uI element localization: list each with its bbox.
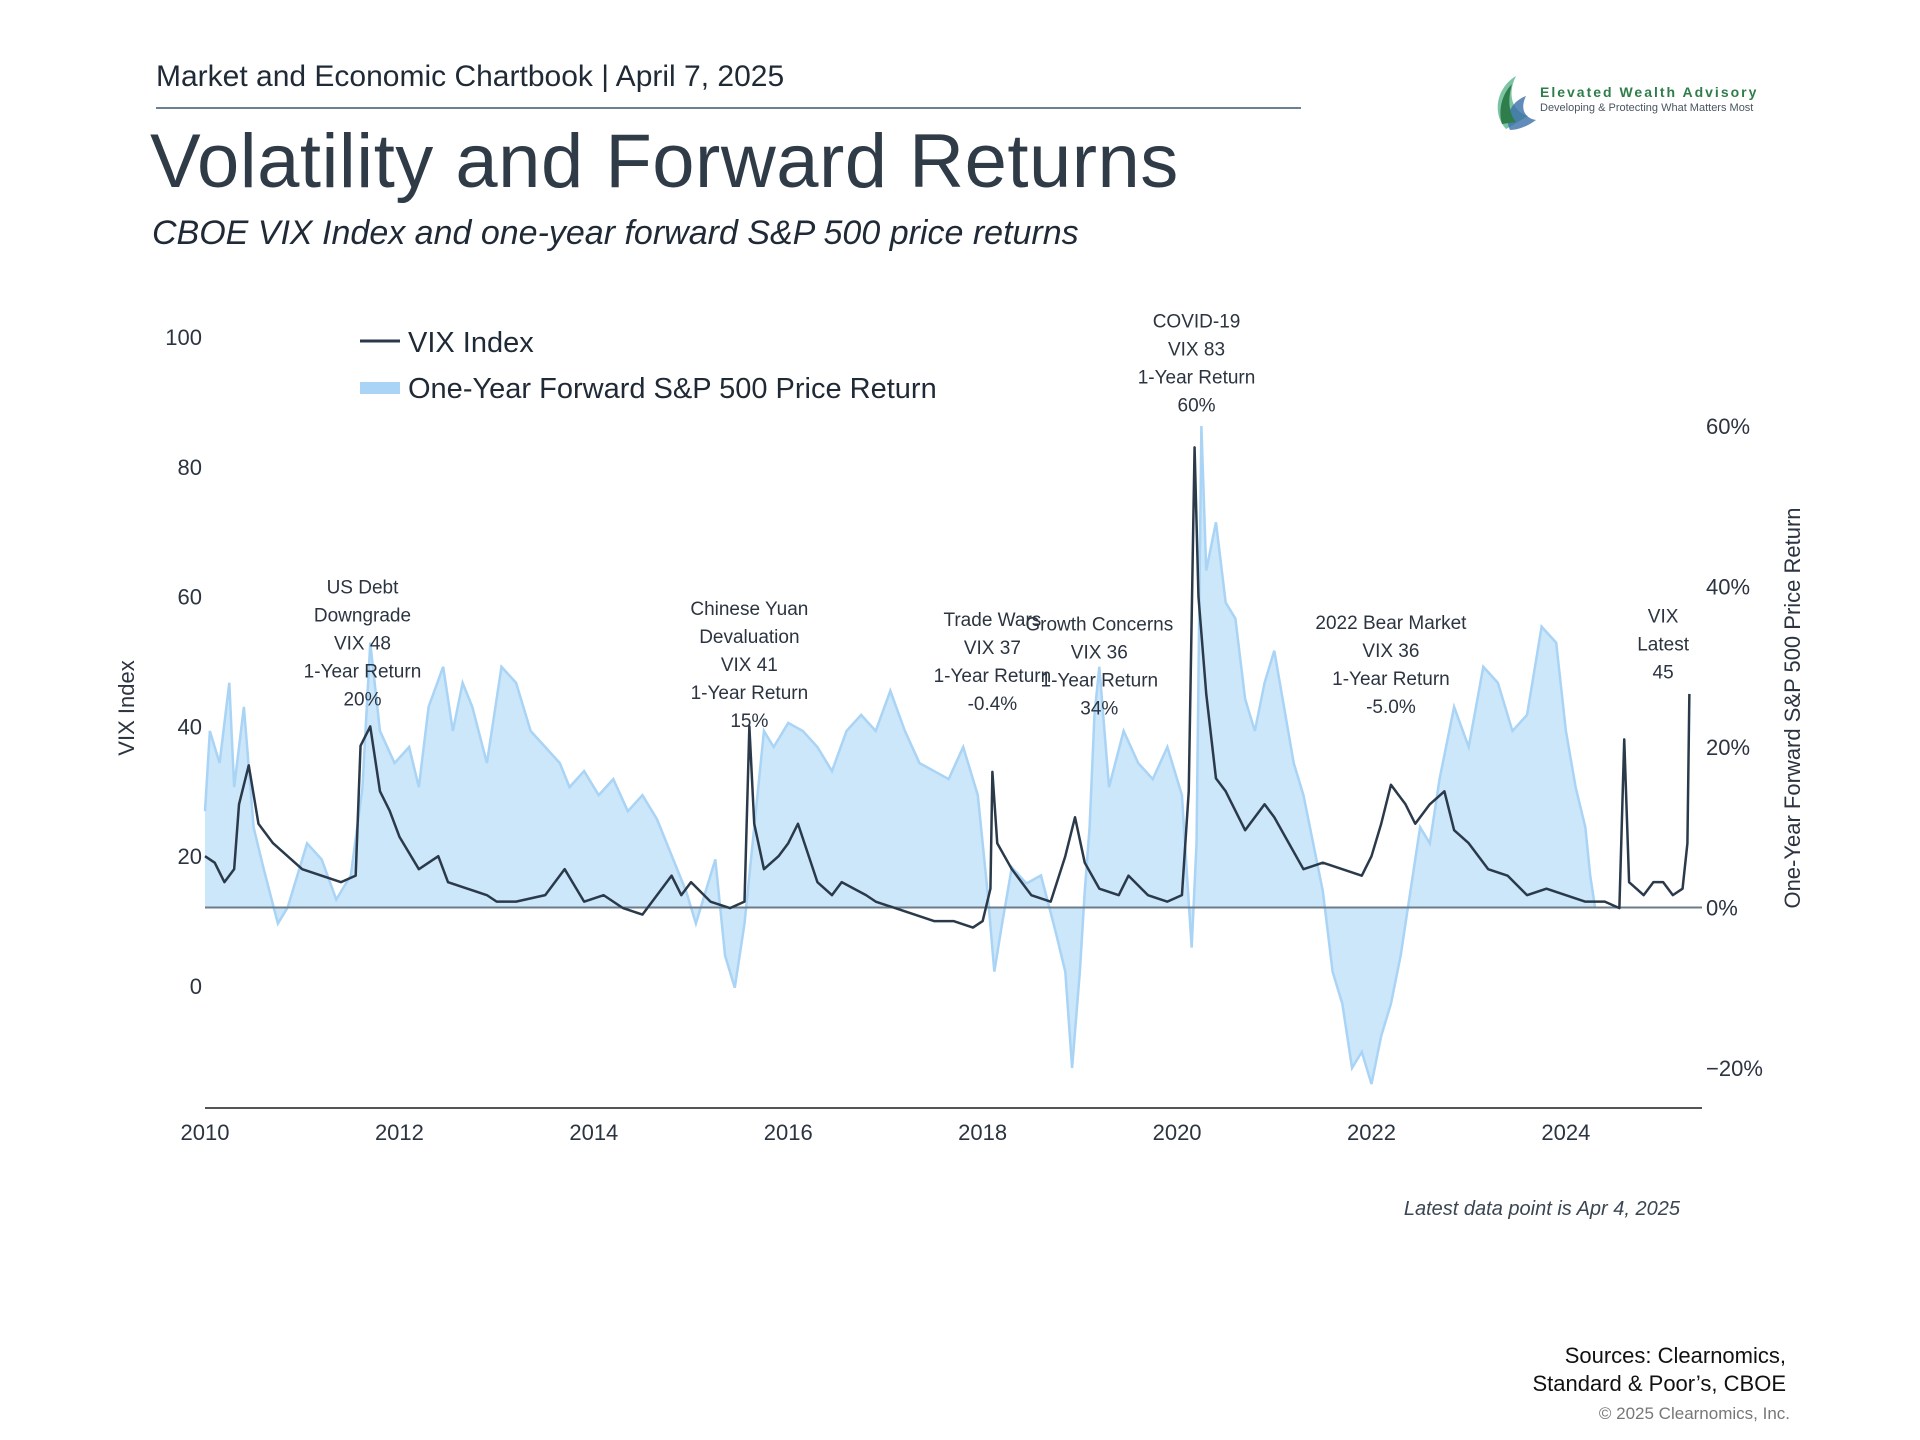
- return-line: [203, 425, 1597, 1085]
- legend-return-swatch: [360, 382, 400, 394]
- legend-return-label: One-Year Forward S&P 500 Price Return: [408, 373, 937, 405]
- x-tick-label: 2020: [1153, 1120, 1202, 1145]
- annotation-line: 1-Year Return: [304, 661, 422, 682]
- annotation-line: Chinese Yuan: [690, 599, 808, 620]
- y-tick-label: 40: [178, 714, 202, 739]
- legend-vix-label: VIX Index: [408, 327, 534, 359]
- page-subtitle: CBOE VIX Index and one-year forward S&P …: [152, 214, 1079, 252]
- sources-line-2: Standard & Poor’s, CBOE: [1532, 1371, 1786, 1396]
- annotation-line: 20%: [343, 689, 381, 710]
- annotation-line: Devaluation: [699, 627, 799, 648]
- y-tick-label: 0: [190, 974, 202, 999]
- annotation-line: 1-Year Return: [1332, 669, 1450, 690]
- chartbook-header: Market and Economic Chartbook | April 7,…: [156, 60, 785, 93]
- annotation-line: 60%: [1178, 395, 1216, 416]
- x-tick-label: 2010: [181, 1120, 230, 1145]
- y-right-tick-label: 40%: [1706, 575, 1750, 600]
- vix-line: [204, 446, 1691, 929]
- annotation-line: VIX 41: [721, 655, 778, 676]
- annotation-line: VIX 37: [964, 638, 1021, 659]
- annotation-line: 1-Year Return: [934, 666, 1052, 687]
- y-tick-label: 80: [178, 455, 202, 480]
- annotation-line: 1-Year Return: [691, 683, 809, 704]
- logo-leaf-icon: [1497, 76, 1536, 130]
- annotation-line: 1-Year Return: [1041, 670, 1159, 691]
- y-tick-label: 100: [165, 325, 202, 350]
- latest-data-note: Latest data point is Apr 4, 2025: [1403, 1198, 1680, 1220]
- y-right-tick-label: 0%: [1706, 896, 1738, 921]
- annotation-line: 15%: [730, 711, 768, 732]
- annotation-line: 34%: [1080, 698, 1118, 719]
- annotation-line: Latest: [1637, 635, 1689, 656]
- y-right-tick-label: −20%: [1706, 1056, 1763, 1081]
- return-area: [205, 426, 1596, 1085]
- y-tick-label: 60: [178, 585, 202, 610]
- annotation-line: Trade Wars: [943, 610, 1041, 631]
- annotation-line: Downgrade: [314, 605, 411, 626]
- page-title: Volatility and Forward Returns: [150, 119, 1179, 204]
- annotation-line: VIX: [1648, 607, 1679, 628]
- sources: Sources: Clearnomics, Standard & Poor’s,…: [1532, 1342, 1786, 1398]
- annotation-line: COVID-19: [1153, 311, 1241, 332]
- copyright: © 2025 Clearnomics, Inc.: [1598, 1404, 1790, 1423]
- x-tick-label: 2022: [1347, 1120, 1396, 1145]
- y-right-tick-label: 60%: [1706, 414, 1750, 439]
- annotation-line: 2022 Bear Market: [1315, 613, 1467, 634]
- sources-line-1: Sources: Clearnomics,: [1564, 1343, 1786, 1368]
- annotation-line: 45: [1653, 663, 1674, 684]
- annotation-line: VIX 83: [1168, 339, 1225, 360]
- logo-name: Elevated Wealth Advisory: [1540, 84, 1759, 100]
- y-axis-title: VIX Index: [114, 660, 139, 755]
- annotation-line: -0.4%: [968, 694, 1018, 715]
- header-divider: [156, 107, 1301, 109]
- y-right-axis-title: One-Year Forward S&P 500 Price Return: [1780, 507, 1805, 908]
- logo-tagline: Developing & Protecting What Matters Mos…: [1540, 102, 1754, 114]
- x-tick-label: 2014: [569, 1120, 618, 1145]
- y-right-tick-label: 20%: [1706, 735, 1750, 760]
- x-tick-label: 2016: [764, 1120, 813, 1145]
- y-tick-label: 20: [178, 844, 202, 869]
- annotation-line: Growth Concerns: [1025, 614, 1173, 635]
- x-tick-label: 2012: [375, 1120, 424, 1145]
- annotation-line: 1-Year Return: [1138, 367, 1256, 388]
- x-tick-label: 2018: [958, 1120, 1007, 1145]
- annotation-line: VIX 36: [1362, 641, 1419, 662]
- annotation-line: US Debt: [327, 577, 400, 598]
- annotation-line: VIX 36: [1071, 642, 1128, 663]
- x-tick-label: 2024: [1541, 1120, 1590, 1145]
- annotation-line: -5.0%: [1366, 697, 1416, 718]
- annotation-line: VIX 48: [334, 633, 391, 654]
